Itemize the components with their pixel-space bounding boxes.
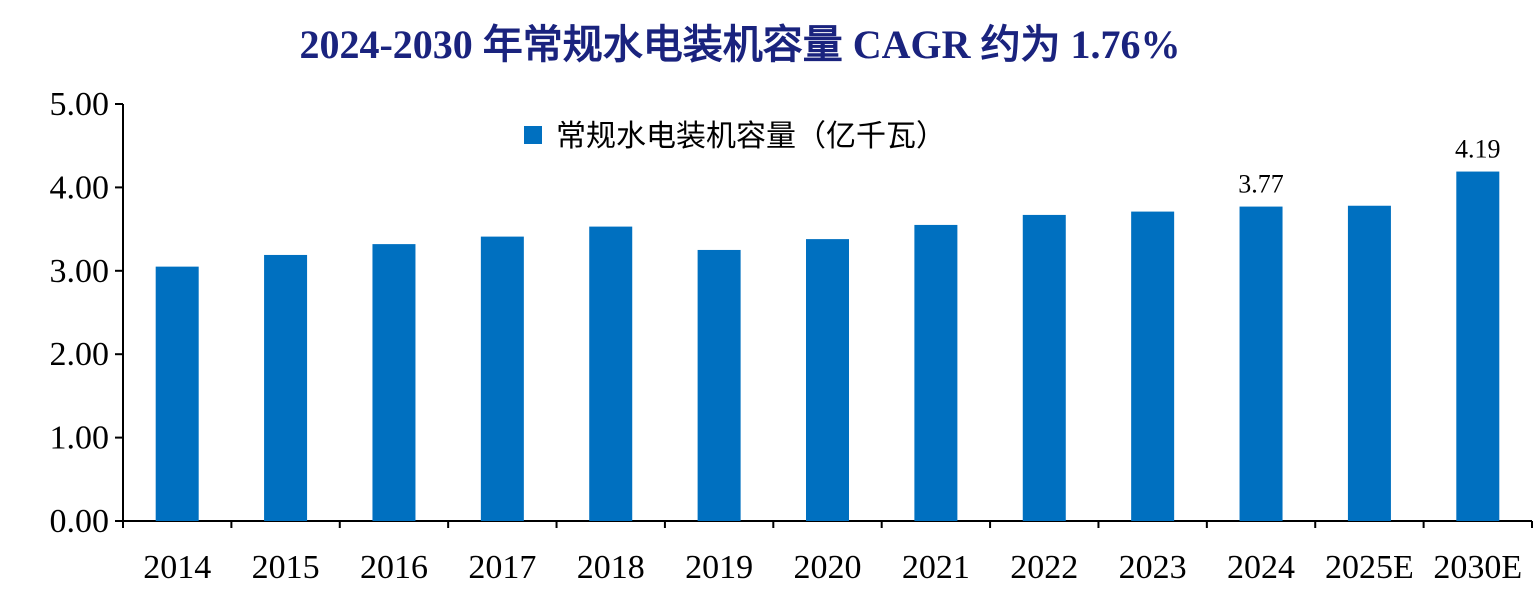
x-tick-label: 2023 bbox=[1119, 549, 1187, 586]
bar-2021 bbox=[914, 224, 958, 521]
bar-2023 bbox=[1131, 211, 1175, 521]
x-tick-label: 2015 bbox=[252, 549, 320, 586]
chart-title: 2024-2030 年常规水电装机容量 CAGR 约为 1.76% bbox=[299, 22, 1181, 67]
bar-2018 bbox=[589, 226, 633, 521]
x-tick-label: 2014 bbox=[143, 549, 211, 586]
x-tick-label: 2020 bbox=[794, 549, 862, 586]
bar-2025E bbox=[1347, 205, 1391, 522]
bar-2017 bbox=[480, 236, 524, 521]
bar-2024 bbox=[1239, 206, 1283, 521]
y-tick-label: 4.00 bbox=[50, 169, 110, 206]
bar-2019 bbox=[697, 249, 741, 521]
x-tick-label: 2025E bbox=[1325, 549, 1414, 586]
x-tick-label: 2021 bbox=[902, 549, 970, 586]
bar-series bbox=[155, 171, 1500, 522]
x-tick-label: 2019 bbox=[685, 549, 753, 586]
y-axis: 0.00 1.00 2.00 3.00 4.00 5.00 bbox=[50, 86, 124, 540]
legend-swatch bbox=[524, 126, 542, 144]
data-labels: 3.77 4.19 bbox=[1238, 135, 1500, 199]
y-tick-label: 1.00 bbox=[50, 420, 110, 457]
bar-2020 bbox=[806, 239, 849, 521]
bar-2015 bbox=[264, 254, 308, 522]
bar-2022 bbox=[1022, 214, 1066, 521]
bar-2014 bbox=[155, 266, 199, 521]
legend-label: 常规水电装机容量（亿千瓦） bbox=[556, 119, 946, 154]
bar-2016 bbox=[372, 244, 416, 521]
x-tick-label: 2030E bbox=[1433, 549, 1522, 586]
y-tick-label: 5.00 bbox=[50, 86, 110, 123]
y-tick-label: 2.00 bbox=[50, 336, 110, 373]
x-tick-label: 2016 bbox=[360, 549, 428, 586]
y-tick-label: 0.00 bbox=[50, 503, 110, 540]
x-axis: 2014 2015 2016 2017 2018 2019 2020 2021 2022 2023… bbox=[122, 520, 1533, 586]
legend: 常规水电装机容量（亿千瓦） bbox=[524, 119, 946, 154]
x-tick-label: 2022 bbox=[1010, 549, 1078, 586]
data-label-2030E: 4.19 bbox=[1455, 135, 1501, 164]
x-tick-label: 2018 bbox=[577, 549, 645, 586]
bar-2030E bbox=[1456, 171, 1500, 521]
x-tick-label: 2017 bbox=[468, 549, 536, 586]
y-tick-label: 3.00 bbox=[50, 253, 110, 290]
data-label-2024: 3.77 bbox=[1238, 170, 1284, 199]
x-tick-label: 2024 bbox=[1227, 549, 1295, 586]
